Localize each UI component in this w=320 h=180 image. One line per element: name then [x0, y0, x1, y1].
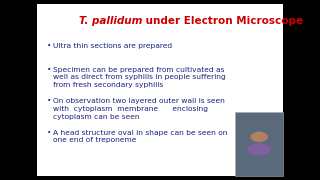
- FancyBboxPatch shape: [235, 112, 283, 176]
- Text: Specimen can be prepared from cultivated as
well as direct from syphilis in peop: Specimen can be prepared from cultivated…: [53, 67, 226, 88]
- Text: •: •: [46, 98, 51, 104]
- Text: A head structure oval in shape can be seen on
one end of treponeme: A head structure oval in shape can be se…: [53, 130, 227, 143]
- Ellipse shape: [248, 144, 270, 155]
- Text: T. pallidum: T. pallidum: [79, 16, 142, 26]
- Text: under Electron Microscope: under Electron Microscope: [142, 16, 304, 26]
- Text: •: •: [46, 67, 51, 73]
- Text: •: •: [46, 43, 51, 49]
- Circle shape: [251, 132, 267, 141]
- FancyBboxPatch shape: [37, 4, 283, 176]
- Text: On observation two layered outer wall is seen
with  cytoplasm  membrane      enc: On observation two layered outer wall is…: [53, 98, 225, 120]
- Text: Ultra thin sections are prepared: Ultra thin sections are prepared: [53, 43, 172, 49]
- Text: •: •: [46, 130, 51, 136]
